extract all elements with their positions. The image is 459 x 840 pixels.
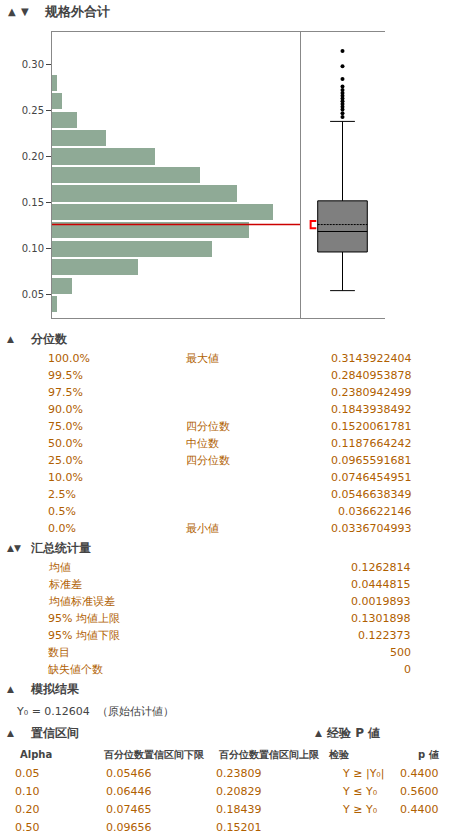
svg-text:0.10: 0.10 <box>15 785 40 798</box>
svg-text:90.0%: 90.0% <box>48 403 83 416</box>
svg-text:0.1843938492: 0.1843938492 <box>331 403 411 416</box>
svg-text:0.30: 0.30 <box>22 59 44 70</box>
svg-text:500: 500 <box>390 646 411 659</box>
svg-text:0.036622146: 0.036622146 <box>338 505 411 518</box>
svg-text:0.07465: 0.07465 <box>106 803 152 816</box>
svg-text:0.18439: 0.18439 <box>216 803 262 816</box>
svg-text:中位数: 中位数 <box>186 437 219 450</box>
svg-text:75.0%: 75.0% <box>48 420 83 433</box>
svg-text:2.5%: 2.5% <box>48 488 76 501</box>
svg-text:50.0%: 50.0% <box>48 437 83 450</box>
svg-text:0.05466: 0.05466 <box>106 767 152 780</box>
svg-text:0.25: 0.25 <box>22 105 44 116</box>
svg-text:数目: 数目 <box>48 646 70 659</box>
svg-text:0.0746454951: 0.0746454951 <box>331 471 411 484</box>
svg-text:0.0546638349: 0.0546638349 <box>331 488 411 501</box>
svg-text:▲: ▲ <box>8 6 16 17</box>
svg-text:0: 0 <box>404 663 411 676</box>
svg-text:Alpha: Alpha <box>20 749 52 760</box>
svg-text:0.20: 0.20 <box>15 803 40 816</box>
svg-text:0.0965591681: 0.0965591681 <box>331 454 411 467</box>
svg-text:▲: ▲ <box>7 334 14 344</box>
svg-text:均値: 均値 <box>48 561 71 574</box>
svg-text:0.20829: 0.20829 <box>216 785 262 798</box>
svg-text:0.1262814: 0.1262814 <box>351 561 411 574</box>
svg-text:10.0%: 10.0% <box>48 471 83 484</box>
svg-text:100.0%: 100.0% <box>48 352 90 365</box>
svg-text:Y₀ = 0.12604 （原始估计値）: Y₀ = 0.12604 （原始估计値） <box>16 705 174 718</box>
svg-text:0.10: 0.10 <box>22 243 44 254</box>
svg-text:0.50: 0.50 <box>15 821 40 834</box>
svg-text:97.5%: 97.5% <box>48 386 83 399</box>
svg-text:▲: ▲ <box>315 728 322 738</box>
svg-text:0.09656: 0.09656 <box>106 821 152 834</box>
svg-text:缺失値个数: 缺失値个数 <box>48 663 103 676</box>
svg-text:检验: 检验 <box>328 749 350 760</box>
svg-text:▲▼: ▲▼ <box>7 543 21 553</box>
svg-text:均値标准误差: 均値标准误差 <box>48 595 115 608</box>
svg-text:95% 均値上限: 95% 均値上限 <box>48 612 120 625</box>
svg-text:0.122373: 0.122373 <box>358 629 411 642</box>
svg-text:四分位数: 四分位数 <box>186 454 230 467</box>
svg-text:Y ≥ Y₀: Y ≥ Y₀ <box>342 803 378 816</box>
svg-text:百分位数置信区间下限: 百分位数置信区间下限 <box>103 749 205 760</box>
svg-text:0.06446: 0.06446 <box>106 785 152 798</box>
svg-text:规格外合计: 规格外合计 <box>44 4 110 19</box>
svg-text:Y ≤ Y₀: Y ≤ Y₀ <box>342 785 378 798</box>
svg-text:25.0%: 25.0% <box>48 454 83 467</box>
svg-text:分位数: 分位数 <box>30 332 68 346</box>
svg-text:最大値: 最大値 <box>186 352 219 365</box>
svg-text:经验 P 値: 经验 P 値 <box>326 726 380 740</box>
svg-text:Y ≥ |Y₀|: Y ≥ |Y₀| <box>342 767 384 780</box>
svg-text:百分位数置信区间上限: 百分位数置信区间上限 <box>218 749 320 760</box>
svg-text:0.3143922404: 0.3143922404 <box>331 352 411 365</box>
svg-text:0.15201: 0.15201 <box>216 821 262 834</box>
svg-text:四分位数: 四分位数 <box>186 420 230 433</box>
svg-text:置信区间: 置信区间 <box>30 726 79 740</box>
svg-text:0.2380942499: 0.2380942499 <box>331 386 411 399</box>
svg-text:95% 均値下限: 95% 均値下限 <box>48 629 120 642</box>
svg-text:▲: ▲ <box>7 684 14 694</box>
svg-text:0.23809: 0.23809 <box>216 767 262 780</box>
svg-text:标准差: 标准差 <box>48 578 82 591</box>
svg-text:汇总统计量: 汇总统计量 <box>30 541 91 555</box>
svg-text:0.0336704993: 0.0336704993 <box>331 522 411 535</box>
svg-text:p 値: p 値 <box>418 749 439 760</box>
svg-text:0.1301898: 0.1301898 <box>351 612 411 625</box>
svg-text:0.05: 0.05 <box>22 289 44 300</box>
svg-text:0.5%: 0.5% <box>48 505 76 518</box>
svg-text:0.4400: 0.4400 <box>400 767 439 780</box>
svg-text:▼: ▼ <box>21 6 29 17</box>
svg-text:0.05: 0.05 <box>15 767 40 780</box>
svg-text:0.1520061781: 0.1520061781 <box>331 420 411 433</box>
svg-text:0.2840953878: 0.2840953878 <box>331 369 411 382</box>
svg-text:最小値: 最小値 <box>186 522 219 535</box>
svg-text:0.4400: 0.4400 <box>400 803 439 816</box>
svg-text:0.5600: 0.5600 <box>400 785 439 798</box>
svg-text:0.1187664242: 0.1187664242 <box>331 437 411 450</box>
svg-text:0.0%: 0.0% <box>48 522 76 535</box>
svg-text:0.0019893: 0.0019893 <box>351 595 411 608</box>
svg-text:▲: ▲ <box>7 728 14 738</box>
svg-text:0.0444815: 0.0444815 <box>351 578 411 591</box>
svg-text:0.15: 0.15 <box>22 197 44 208</box>
svg-text:0.20: 0.20 <box>22 151 44 162</box>
svg-text:99.5%: 99.5% <box>48 369 83 382</box>
svg-text:模拟结果: 模拟结果 <box>30 682 80 696</box>
